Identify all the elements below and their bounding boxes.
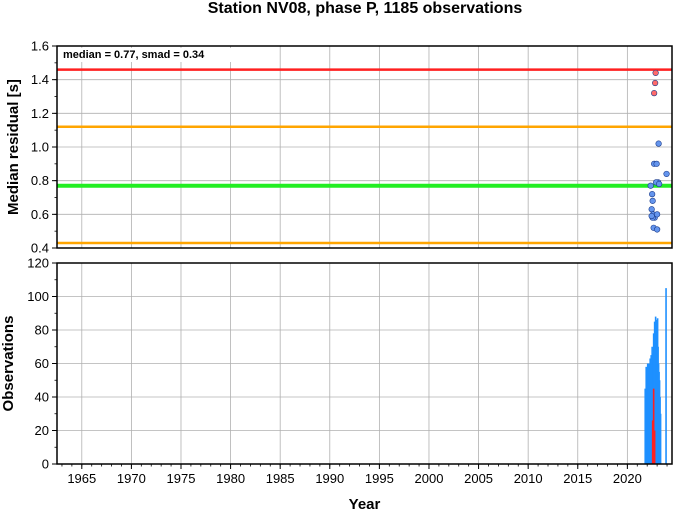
- residual-point: [651, 90, 658, 97]
- residual-point: [656, 180, 663, 188]
- residual-reference-lines: [57, 68, 672, 245]
- observations-y-tick-label: 60: [35, 356, 49, 371]
- year-axis-label: Year: [349, 496, 381, 511]
- observation-bar: [653, 430, 656, 464]
- year-tick-label: 2000: [415, 471, 444, 486]
- residual-point: [652, 69, 659, 77]
- residual-y-tick-label: 1.0: [31, 140, 49, 155]
- year-tick-label: 1990: [315, 471, 344, 486]
- observation-bar: [644, 388, 647, 464]
- residual-points: [647, 69, 670, 233]
- observation-bar: [665, 288, 667, 464]
- observations-bars: [644, 288, 667, 464]
- residual-y-tick-label: 0.8: [31, 173, 49, 188]
- year-tick-label: 1970: [117, 471, 146, 486]
- residual-point: [655, 140, 662, 147]
- observation-bar: [659, 413, 662, 464]
- residual-y-axis-label: Median residual [s]: [5, 79, 22, 215]
- residual-point: [649, 191, 656, 198]
- stats-annotation: median = 0.77, smad = 0.34: [63, 49, 205, 61]
- residual-point: [649, 197, 656, 204]
- residual-y-tick-labels: 0.4 0.6 0.8 1.0 1.2 1.4 1.6: [31, 39, 49, 256]
- observation-bar: [645, 366, 648, 464]
- residual-point: [654, 226, 661, 233]
- residual-y-tick-label: 0.6: [31, 207, 49, 222]
- residual-panel: median = 0.77, smad = 0.34 0.4 0.6 0.8 1.0 1…: [5, 39, 673, 256]
- observations-grid: [52, 262, 672, 469]
- observation-bar: [652, 388, 655, 464]
- observation-bar: [651, 420, 654, 464]
- residual-y-tick-label: 1.4: [31, 72, 49, 87]
- residual-y-tick-label: 1.6: [31, 39, 49, 54]
- year-tick-label: 1975: [167, 471, 196, 486]
- observations-plot-frame: [56, 262, 673, 465]
- residual-point: [648, 206, 655, 213]
- year-tick-label: 2010: [514, 471, 543, 486]
- year-tick-label: 1985: [266, 471, 295, 486]
- residual-point: [648, 212, 655, 220]
- residual-point: [663, 170, 670, 178]
- residual-grid: [52, 45, 672, 249]
- observations-y-tick-label: 80: [35, 323, 49, 338]
- residual-y-tick-label: 0.4: [31, 241, 49, 256]
- year-tick-label: 1965: [67, 471, 96, 486]
- year-tick-label: 2020: [613, 471, 642, 486]
- stats-annotation-box: [59, 48, 237, 62]
- year-tick-label: 2005: [464, 471, 493, 486]
- chart-title: Station NV08, phase P, 1185 observations: [208, 0, 523, 17]
- residual-point: [647, 182, 654, 189]
- observations-y-tick-label: 0: [42, 457, 49, 472]
- residual-plot-frame: [56, 45, 673, 249]
- residual-point: [652, 79, 659, 87]
- observations-y-tick-label: 120: [27, 256, 49, 271]
- residual-y-tick-label: 1.2: [31, 106, 49, 121]
- observations-y-tick-label: 20: [35, 423, 49, 438]
- year-tick-label: 1995: [365, 471, 394, 486]
- residual-point: [653, 160, 660, 167]
- observations-y-tick-label: 100: [27, 289, 49, 304]
- observations-panel: 0 20 40 60 80 100 120 1965 1970 1975 1980 1985 1990…: [0, 256, 673, 511]
- year-tick-label: 2015: [563, 471, 592, 486]
- observations-y-tick-label: 40: [35, 390, 49, 405]
- year-tick-label: 1980: [216, 471, 245, 486]
- residual-point: [654, 211, 661, 218]
- observations-y-tick-labels: 0 20 40 60 80 100 120: [27, 256, 49, 472]
- observations-y-axis-label: Observations: [0, 316, 17, 412]
- year-tick-labels: 1965 1970 1975 1980 1985 1990 1995 2000 2005 2010…: [67, 471, 641, 486]
